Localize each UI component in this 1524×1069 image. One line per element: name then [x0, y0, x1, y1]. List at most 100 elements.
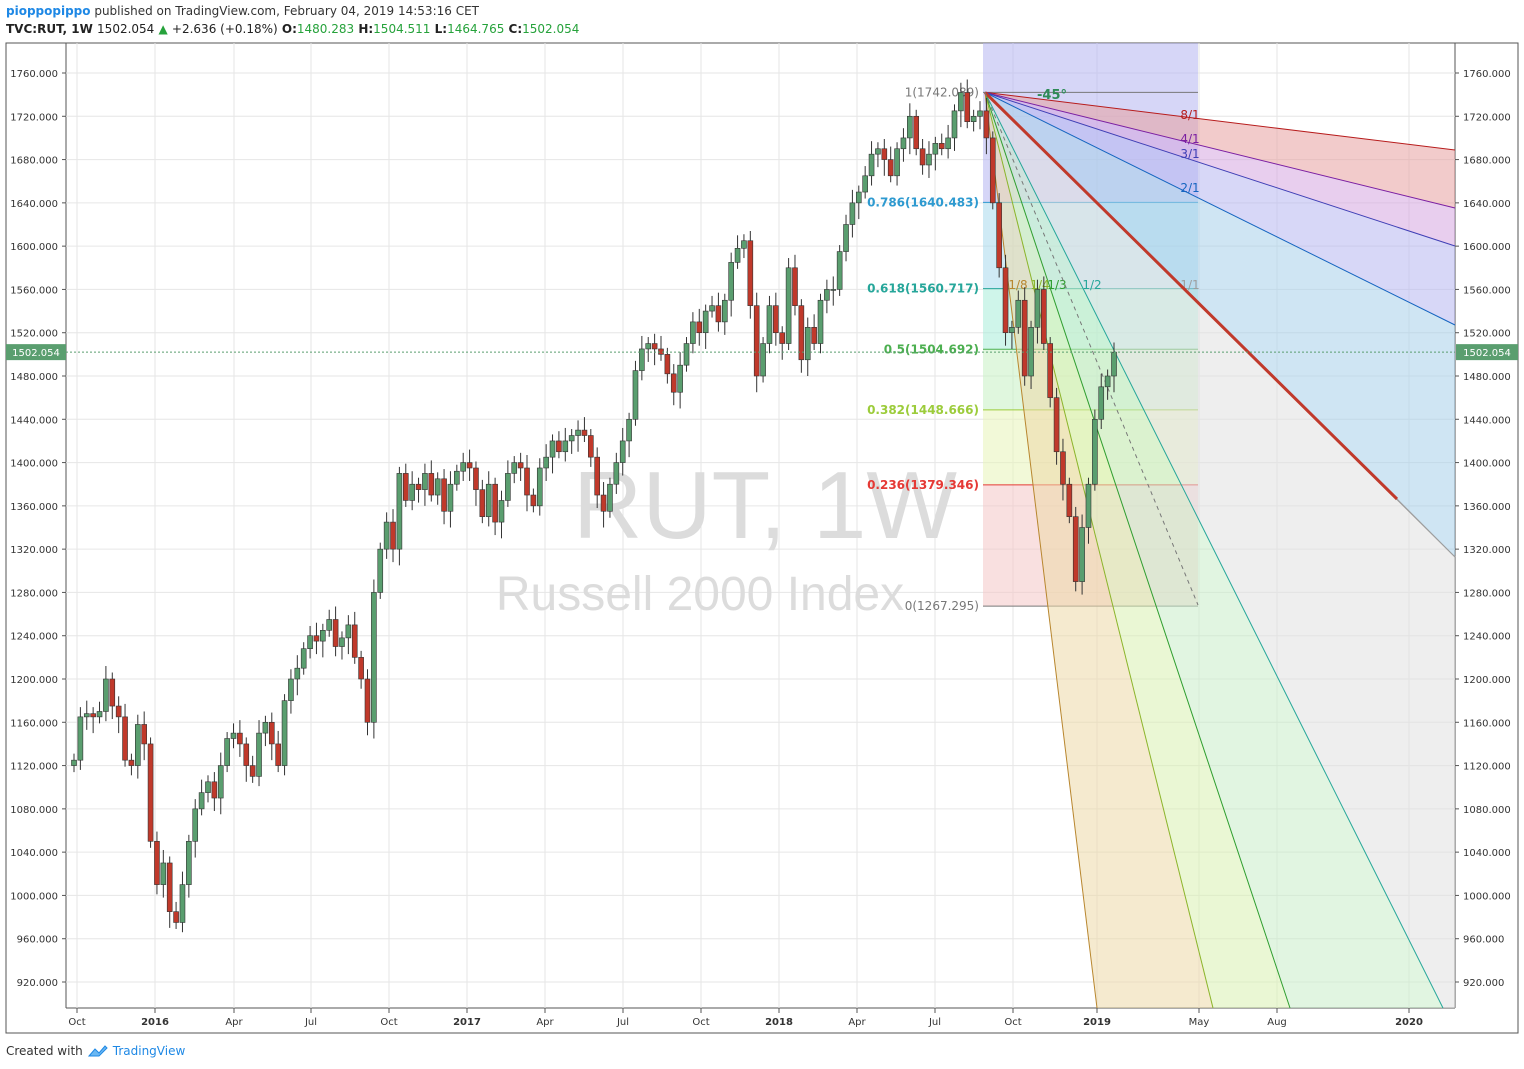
candle-body	[377, 548, 384, 593]
open-value: 1480.283	[296, 22, 355, 36]
fib-level-label: 0.5(1504.692)	[884, 342, 979, 356]
candle	[830, 276, 837, 306]
candle	[1104, 369, 1111, 400]
candle-body	[855, 191, 862, 204]
candle	[434, 472, 441, 505]
candle	[983, 97, 990, 155]
candle	[358, 650, 364, 689]
candle-body	[613, 462, 620, 485]
candle-body	[1111, 351, 1117, 377]
candle	[543, 444, 549, 481]
candle-body	[313, 635, 320, 642]
candle	[785, 258, 792, 351]
candle	[415, 477, 422, 503]
candle	[154, 831, 160, 895]
candle	[409, 471, 415, 511]
x-tick-label: May	[1189, 1017, 1210, 1028]
candle	[900, 128, 907, 162]
candle	[524, 454, 530, 512]
candle	[517, 452, 524, 481]
candle	[192, 799, 199, 858]
candle	[549, 434, 556, 474]
y-tick-label: 1200.000	[1463, 675, 1511, 686]
y-tick-label: 1000.000	[1463, 891, 1511, 902]
candle-body	[696, 321, 703, 334]
up-arrow-icon: ▲	[158, 22, 168, 36]
candle-body	[849, 202, 856, 225]
low-value: 1464.765	[447, 22, 505, 36]
candle-body	[562, 440, 569, 453]
candle	[804, 317, 811, 376]
high-value: 1504.511	[373, 22, 431, 36]
candle-body	[186, 841, 192, 885]
candle	[262, 715, 269, 747]
fan-line-8-1	[984, 91, 1456, 151]
y-tick-label: 960.000	[17, 935, 58, 946]
candle-body	[1009, 327, 1015, 334]
candle-body	[690, 321, 696, 344]
candle	[600, 482, 607, 528]
candle	[1034, 279, 1041, 344]
candle-body	[913, 115, 920, 150]
fan-line-1-3	[984, 92, 1291, 1009]
candle-body	[115, 705, 122, 718]
candle-body	[358, 657, 364, 680]
candle-body	[651, 343, 658, 350]
candle-body	[77, 716, 84, 761]
candle-body	[71, 759, 77, 766]
y-tick-label: 1240.000	[10, 632, 58, 643]
candle-body	[249, 765, 256, 777]
y-tick-label: 1120.000	[10, 762, 58, 773]
candle	[511, 456, 518, 484]
candle	[919, 139, 926, 175]
fib-level-label: 0(1267.295)	[905, 599, 979, 613]
tradingview-link[interactable]: TradingView	[112, 1044, 186, 1058]
candle-body	[862, 175, 868, 193]
candle-body	[351, 624, 358, 658]
candle	[664, 347, 671, 384]
y-tick-label: 1680.000	[10, 156, 58, 167]
candle-body	[804, 327, 811, 361]
candle	[568, 429, 575, 454]
candle	[339, 631, 345, 660]
candle	[237, 720, 243, 757]
candle-body	[339, 637, 345, 647]
y-tick-label: 1280.000	[10, 588, 58, 599]
ohlc-legend: TVC:RUT, 1W 1502.054 ▲ +2.636 (+0.18%) O…	[6, 22, 579, 36]
chart-frame	[5, 42, 1519, 1034]
candle	[332, 606, 339, 657]
candle-body	[824, 289, 830, 301]
candle-body	[817, 299, 824, 344]
last-price-tag-right	[1456, 344, 1518, 361]
candle	[996, 193, 1002, 278]
candle	[951, 104, 958, 151]
candle	[1085, 477, 1092, 544]
candle	[862, 166, 868, 199]
change-value: +2.636 (+0.18%)	[171, 22, 278, 36]
candle-body	[645, 343, 652, 350]
candle-body	[83, 713, 90, 718]
y-tick-label: 1000.000	[10, 891, 58, 902]
candle-body	[230, 732, 237, 739]
open-label: O:	[281, 22, 297, 36]
candle	[230, 723, 237, 749]
close-value: 1502.054	[522, 22, 580, 36]
x-tick-label: 2020	[1395, 1017, 1423, 1028]
candle	[849, 189, 856, 238]
x-tick-label: 2017	[453, 1017, 481, 1028]
candle	[556, 431, 562, 459]
author-name[interactable]: pioppopippo	[6, 4, 91, 18]
candle-body	[473, 467, 479, 490]
candle	[173, 901, 179, 929]
candle-body	[345, 624, 352, 639]
candle-body	[326, 619, 333, 631]
candle	[211, 772, 218, 812]
last-price-label-right: 1502.054	[1463, 348, 1511, 359]
candle-body	[224, 738, 230, 766]
candle-body	[320, 630, 326, 642]
gann-fan[interactable]: 8/14/13/12/11/11/21/31/41/8-45°	[983, 88, 1456, 1009]
candle-body	[466, 462, 473, 469]
candle-body	[128, 759, 135, 766]
fib-level-label: 0.618(1560.717)	[867, 282, 979, 296]
